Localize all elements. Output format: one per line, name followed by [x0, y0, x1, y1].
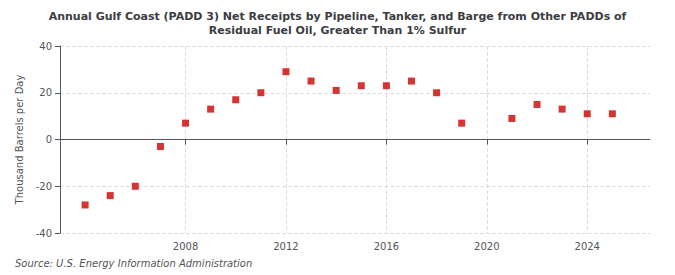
svg-text:Annual Gulf Coast (PADD 3) Net: Annual Gulf Coast (PADD 3) Net Receipts …	[49, 10, 627, 23]
svg-text:Thousand Barrels per Day: Thousand Barrels per Day	[14, 75, 25, 206]
svg-text:2012: 2012	[273, 241, 298, 252]
svg-text:Residual Fuel Oil, Greater Tha: Residual Fuel Oil, Greater Than 1% Sulfu…	[209, 24, 467, 37]
svg-text:-20: -20	[36, 181, 52, 192]
svg-text:Source: U.S. Energy Informatio: Source: U.S. Energy Information Administ…	[15, 258, 252, 269]
svg-text:2016: 2016	[374, 241, 399, 252]
svg-text:40: 40	[39, 41, 52, 52]
svg-text:0: 0	[46, 134, 52, 145]
svg-text:2024: 2024	[575, 241, 600, 252]
svg-text:2020: 2020	[474, 241, 499, 252]
svg-text:2008: 2008	[173, 241, 198, 252]
svg-text:20: 20	[39, 87, 52, 98]
svg-text:-40: -40	[36, 228, 52, 239]
